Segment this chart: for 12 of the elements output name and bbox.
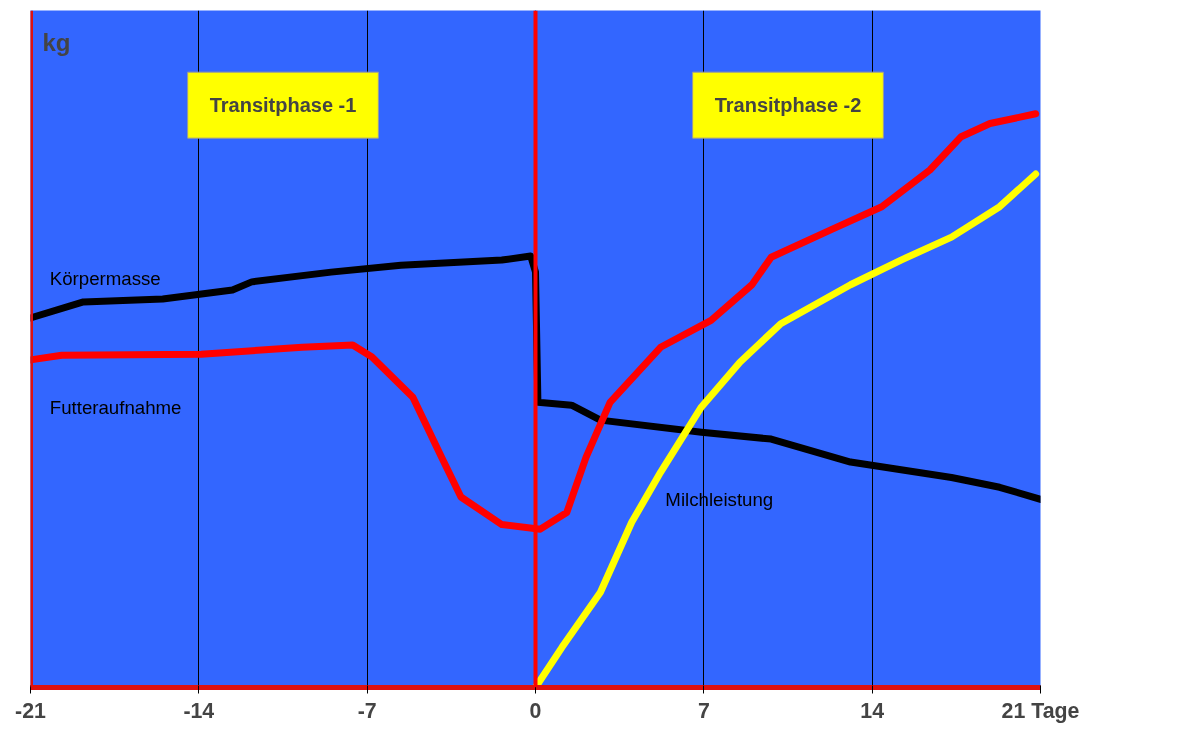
text: Futteraufnahme [49, 396, 182, 418]
x-tick-label: 7 [697, 698, 710, 723]
series-label: Körpermasse [49, 267, 161, 289]
annotation: Transitphase -1 [209, 94, 357, 117]
x-tick-label: 14 [860, 698, 885, 723]
x-tick-label: -7 [357, 698, 377, 723]
x-tick-label: -21 [15, 698, 47, 723]
x-tick-label: -14 [183, 698, 215, 723]
x-tick-label: 21 Tage [1001, 698, 1080, 723]
annotation: Transitphase -2 [714, 94, 862, 117]
y-axis-title: kg [42, 29, 71, 57]
x-tick-label: 0 [529, 698, 542, 723]
